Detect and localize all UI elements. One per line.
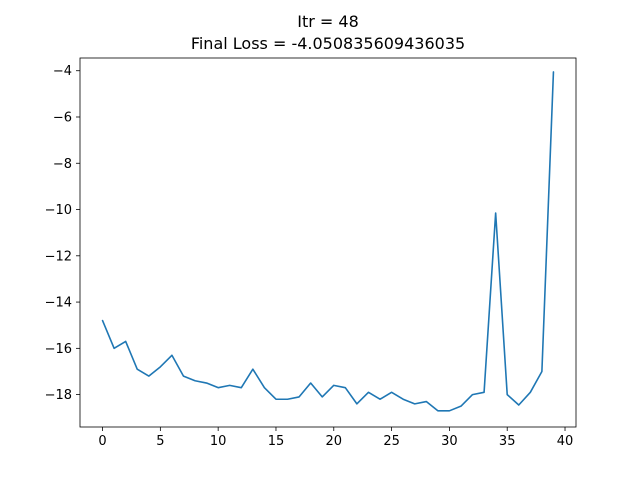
x-tick-label: 15 bbox=[268, 434, 285, 449]
plot-area-frame bbox=[79, 57, 577, 428]
x-tick-label: 30 bbox=[441, 434, 458, 449]
y-tick-label: −10 bbox=[45, 203, 72, 218]
x-axis: 0 5 10 15 20 25 30 35 40 bbox=[98, 427, 573, 449]
y-tick-label: −8 bbox=[53, 157, 72, 172]
y-tick-label: −4 bbox=[53, 64, 72, 79]
x-tick-label: 35 bbox=[499, 434, 516, 449]
y-tick-label: −18 bbox=[45, 388, 72, 403]
x-tick-label: 25 bbox=[383, 434, 400, 449]
chart-title: Itr = 48 bbox=[297, 12, 359, 31]
y-axis: −18 −16 −14 −12 −10 −8 −6 −4 bbox=[45, 64, 80, 403]
x-tick-label: 10 bbox=[210, 434, 227, 449]
x-tick-label: 40 bbox=[557, 434, 574, 449]
chart-subtitle: Final Loss = -4.050835609436035 bbox=[191, 34, 465, 53]
x-tick-label: 20 bbox=[326, 434, 343, 449]
loss-series-line bbox=[101, 71, 555, 412]
y-tick-label: −16 bbox=[45, 342, 72, 357]
x-tick-label: 5 bbox=[156, 434, 164, 449]
y-tick-label: −6 bbox=[53, 110, 72, 125]
x-tick-label: 0 bbox=[98, 434, 106, 449]
y-tick-label: −14 bbox=[45, 296, 72, 311]
y-tick-label: −12 bbox=[45, 249, 72, 264]
